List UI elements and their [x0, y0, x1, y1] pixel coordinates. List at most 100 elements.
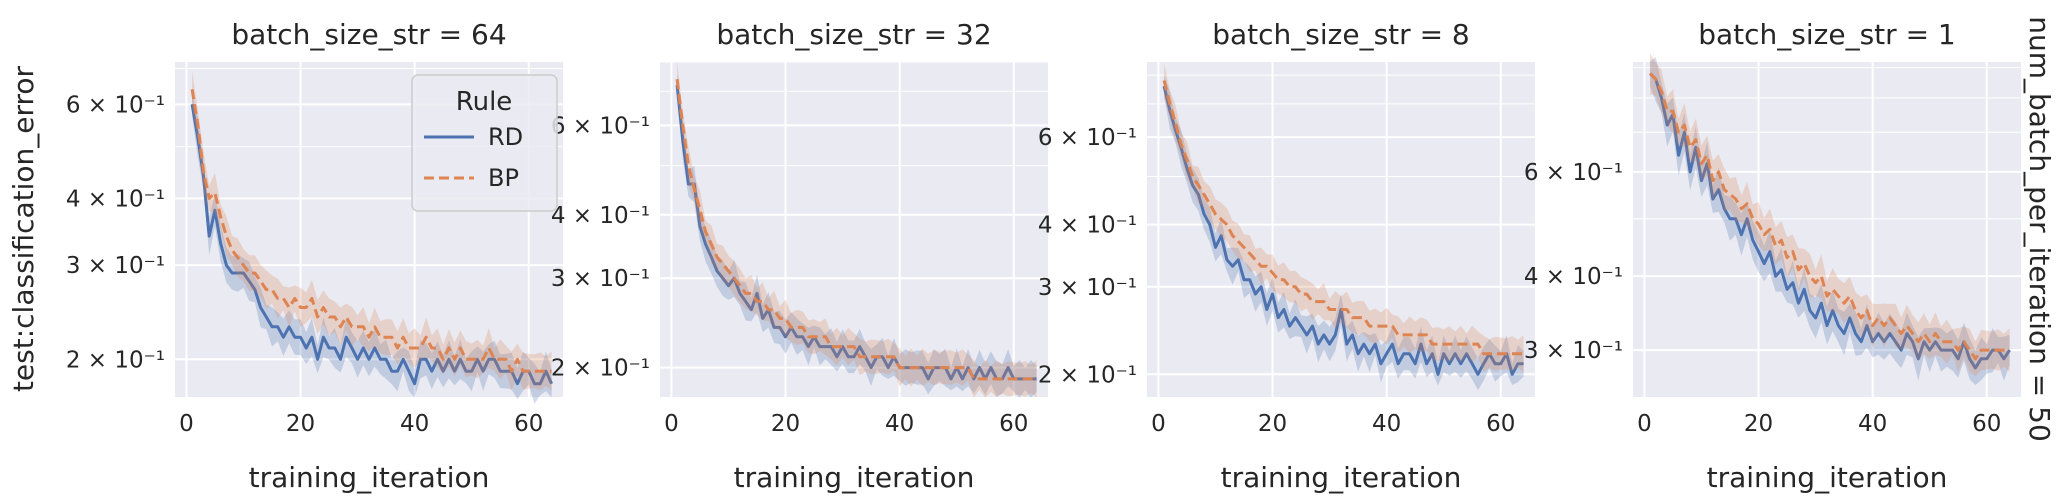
data-point-rd: [368, 358, 370, 360]
data-point-bp: [859, 356, 861, 358]
data-point-bp: [978, 378, 980, 380]
data-point-rd: [1311, 325, 1313, 327]
data-point-bp: [197, 123, 199, 125]
data-point-bp: [1951, 341, 1953, 343]
data-point-rd: [413, 383, 415, 385]
data-point-bp: [1837, 295, 1839, 297]
data-point-bp: [328, 316, 330, 318]
data-point-bp: [1323, 300, 1325, 302]
data-point-bp: [1271, 272, 1273, 274]
data-point-rd: [356, 358, 358, 360]
data-point-bp: [1437, 343, 1439, 345]
data-point-bp: [453, 358, 455, 360]
data-point-rd: [1385, 353, 1387, 355]
data-point-bp: [419, 347, 421, 349]
data-point-bp: [1425, 334, 1427, 336]
y-tick-label: 4 × 10⁻¹: [551, 203, 650, 229]
data-point-rd: [1780, 269, 1782, 271]
data-point-bp: [202, 170, 204, 172]
data-point-rd: [1820, 302, 1822, 304]
data-point-bp: [476, 358, 478, 360]
x-tick-label: 0: [664, 411, 679, 437]
data-point-bp: [784, 317, 786, 319]
data-point-bp: [1317, 300, 1319, 302]
data-point-bp: [1024, 378, 1026, 380]
data-point-bp: [1511, 353, 1513, 355]
data-point-rd: [334, 347, 336, 349]
series-line-rd: [1649, 72, 2011, 370]
data-point-bp: [790, 326, 792, 328]
data-point-bp: [1866, 309, 1868, 311]
data-point-bp: [956, 366, 958, 368]
y-tick-label: 3 × 10⁻¹: [1524, 338, 1623, 364]
data-point-rd: [374, 347, 376, 349]
data-point-rd: [1803, 288, 1805, 290]
plot-background: [1633, 62, 2021, 397]
data-point-rd: [1283, 308, 1285, 310]
data-point-bp: [1986, 349, 1988, 351]
data-point-bp: [277, 297, 279, 299]
data-point-bp: [282, 297, 284, 299]
data-point-bp: [385, 336, 387, 338]
data-point-rd: [1809, 309, 1811, 311]
y-tick-label: 4 × 10⁻¹: [1524, 264, 1623, 290]
data-point-rd: [1689, 171, 1691, 173]
data-point-rd: [294, 336, 296, 338]
data-point-rd: [1243, 279, 1245, 281]
x-tick-label: 40: [1858, 411, 1887, 437]
data-point-bp: [682, 124, 684, 126]
x-tick-label: 60: [1972, 411, 2001, 437]
x-tick-label: 20: [1744, 411, 1773, 437]
data-point-bp: [1792, 250, 1794, 252]
data-point-rd: [345, 336, 347, 338]
data-point-bp: [1786, 256, 1788, 258]
data-point-bp: [984, 378, 986, 380]
data-point-rd: [1203, 213, 1205, 215]
data-point-rd: [1334, 334, 1336, 336]
data-point-bp: [1001, 378, 1003, 380]
data-point-bp: [1334, 308, 1336, 310]
data-point-bp: [1283, 279, 1285, 281]
data-point-bp: [887, 356, 889, 358]
data-point-rd: [1511, 373, 1513, 375]
data-point-rd: [1425, 363, 1427, 365]
data-point-bp: [1957, 349, 1959, 351]
data-point-bp: [1311, 300, 1313, 302]
data-point-bp: [1174, 122, 1176, 124]
data-point-rd: [1288, 325, 1290, 327]
data-point-bp: [219, 215, 221, 217]
data-point-bp: [796, 326, 798, 328]
data-point-bp: [316, 316, 318, 318]
data-point-bp: [819, 336, 821, 338]
x-tick-label: 0: [1151, 411, 1166, 437]
data-point-rd: [1797, 302, 1799, 304]
data-point-rd: [225, 264, 227, 266]
data-point-bp: [1471, 343, 1473, 345]
data-point-bp: [1368, 325, 1370, 327]
y-tick-label: 3 × 10⁻¹: [66, 253, 165, 279]
legend: Rule RD BP: [411, 74, 558, 212]
data-point-bp: [191, 88, 193, 90]
data-point-bp: [465, 358, 467, 360]
data-point-bp: [271, 288, 273, 290]
data-point-bp: [733, 277, 735, 279]
data-point-bp: [1030, 378, 1032, 380]
data-point-bp: [864, 356, 866, 358]
data-point-rd: [1380, 363, 1382, 365]
data-point-bp: [1374, 325, 1376, 327]
data-point-bp: [961, 366, 963, 368]
data-point-bp: [876, 356, 878, 358]
y-axis-label: test:classification_error: [7, 65, 40, 392]
data-point-bp: [1477, 343, 1479, 345]
panel-4: 0 20 40 60 6 × 10⁻¹ 4 × 10⁻¹ 3 × 10⁻¹ batch_siz…: [1524, 18, 2021, 494]
data-point-bp: [1226, 224, 1228, 226]
data-point-bp: [1940, 341, 1942, 343]
confidence-band-rd: [192, 93, 552, 404]
data-point-bp: [510, 370, 512, 372]
x-tick-label: 40: [1372, 411, 1401, 437]
data-point-bp: [1854, 309, 1856, 311]
data-point-bp: [1488, 353, 1490, 355]
data-point-rd: [1260, 286, 1262, 288]
data-point-rd: [1277, 316, 1279, 318]
data-point-bp: [756, 300, 758, 302]
